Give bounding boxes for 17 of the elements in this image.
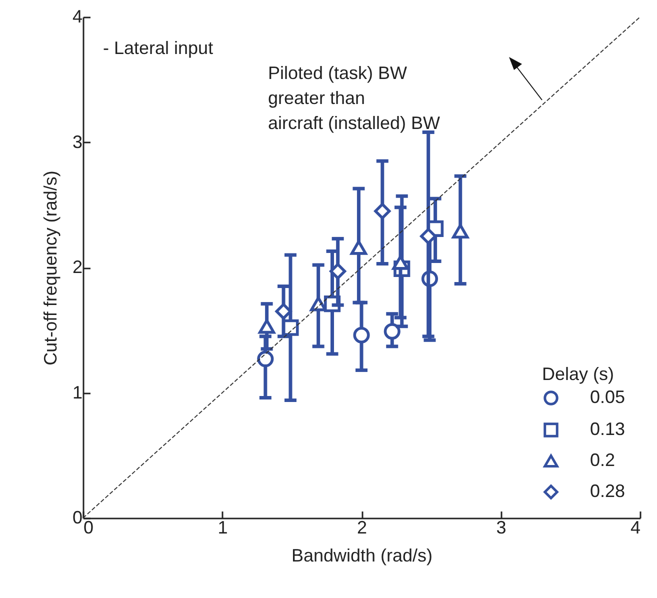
annotation: - Lateral input bbox=[103, 38, 214, 58]
y-tick-label: 1 bbox=[72, 382, 82, 402]
x-tick-label: 2 bbox=[356, 518, 368, 538]
x-axis-title: Bandwidth (rad/s) bbox=[291, 546, 433, 566]
y-tick-label: 2 bbox=[72, 257, 82, 277]
legend-label: 0.13 bbox=[590, 419, 626, 439]
annotation: Piloted (task) BW greater than aircraft (installed) BW bbox=[268, 63, 440, 133]
legend-label: 0.05 bbox=[590, 387, 626, 407]
x-tick-label: 4 bbox=[630, 518, 640, 538]
legend-label: 0.28 bbox=[590, 481, 626, 501]
x-tick-label: 1 bbox=[218, 518, 228, 538]
legend-label: 0.2 bbox=[590, 450, 616, 470]
y-tick-label: 3 bbox=[72, 132, 82, 152]
y-axis-title: Cut-off frequency (rad/s) bbox=[40, 170, 60, 366]
y-tick-label: 4 bbox=[72, 6, 82, 26]
x-tick-label: 3 bbox=[496, 518, 506, 538]
legend-title: Delay (s) bbox=[542, 364, 614, 384]
